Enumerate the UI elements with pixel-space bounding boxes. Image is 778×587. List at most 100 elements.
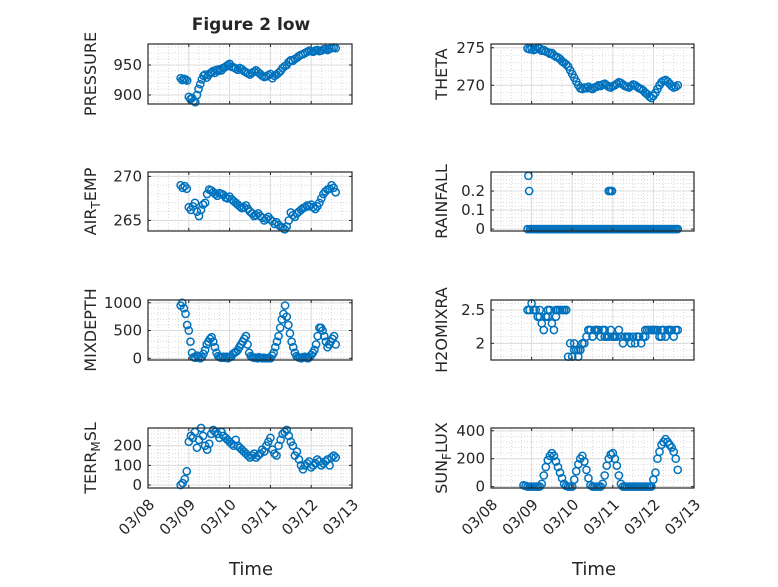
data-point <box>325 461 334 470</box>
y-axis-label: H2OMIXRA <box>432 287 451 373</box>
data-point <box>177 75 187 85</box>
data-point <box>329 183 338 193</box>
data-point <box>288 441 298 451</box>
data-point <box>543 455 553 465</box>
data-point <box>182 320 192 330</box>
y-tick-label: 275 <box>456 39 485 57</box>
data-point <box>272 451 281 460</box>
x-tick-label: 03/08 <box>115 496 158 539</box>
data-point <box>274 331 283 341</box>
data-point <box>651 468 660 477</box>
data-point <box>266 69 275 79</box>
y-tick-label: 0.2 <box>461 182 485 200</box>
data-point <box>285 328 295 338</box>
data-point <box>253 451 263 460</box>
data-point <box>186 337 195 347</box>
data-point <box>647 93 656 103</box>
data-point <box>192 90 202 100</box>
figure-title: Figure 2 low <box>192 15 311 35</box>
y-tick-label: 0.1 <box>461 201 485 219</box>
data-point <box>543 312 553 322</box>
x-tick-label: 03/09 <box>499 496 542 539</box>
data-point <box>549 451 559 461</box>
data-point <box>288 342 298 352</box>
data-point <box>318 326 327 335</box>
data-point <box>247 451 257 460</box>
data-point <box>241 331 251 341</box>
data-point <box>569 475 579 484</box>
data-point <box>282 312 292 322</box>
data-point <box>582 465 591 475</box>
series-markers <box>176 43 341 107</box>
data-point <box>207 332 216 342</box>
data-point <box>604 454 614 464</box>
data-point <box>626 81 636 91</box>
panel-pressure: 900 950 PRESSURE <box>81 32 353 116</box>
data-point <box>555 468 565 477</box>
data-point <box>198 200 208 209</box>
data-point <box>592 325 601 335</box>
data-point <box>210 342 220 352</box>
data-point <box>312 455 322 464</box>
x-tick-label: 03/09 <box>156 496 199 539</box>
axes-box <box>147 171 353 232</box>
y-tick-label: 270 <box>456 76 485 94</box>
data-point <box>181 309 190 319</box>
data-point <box>667 443 677 452</box>
x-tick-label: 03/13 <box>319 496 362 539</box>
data-point <box>272 337 282 347</box>
y-tick-label: 950 <box>113 56 142 74</box>
data-point <box>535 305 545 315</box>
data-point <box>331 43 341 53</box>
series-markers <box>523 171 683 234</box>
data-point <box>275 323 285 333</box>
data-point <box>331 187 341 197</box>
data-point <box>561 59 571 69</box>
data-point <box>182 466 192 476</box>
x-tick-label: 03/11 <box>237 496 280 539</box>
data-point <box>614 471 624 480</box>
series-markers <box>176 423 341 490</box>
data-point <box>539 471 549 480</box>
data-point <box>200 198 210 208</box>
y-tick-label: 900 <box>113 86 142 104</box>
axes-box <box>490 427 695 489</box>
data-point <box>331 453 341 462</box>
panel-theta: 270 275 THETA <box>432 39 695 105</box>
panel-h2omixra: 2 2.5 H2OMIXRA <box>432 287 695 373</box>
panel-rainfall: 00.10.2 RAINFALL <box>432 164 695 239</box>
data-point <box>311 340 321 349</box>
axes-box <box>490 171 695 232</box>
x-axis-label-left: Time <box>228 559 273 580</box>
data-point <box>177 298 187 308</box>
data-point <box>308 202 318 212</box>
x-tick-label: 03/11 <box>580 496 623 539</box>
y-tick-label: 0 <box>475 220 485 238</box>
data-point <box>584 325 593 335</box>
data-point <box>194 84 203 94</box>
series-markers <box>176 180 341 234</box>
data-point <box>667 81 677 91</box>
data-point <box>176 480 185 490</box>
data-point <box>200 345 210 355</box>
data-point <box>319 331 329 341</box>
x-tick-label: 03/10 <box>197 496 240 539</box>
data-point <box>580 457 589 466</box>
data-point <box>210 189 220 199</box>
data-point <box>199 349 208 359</box>
data-point <box>673 224 683 234</box>
data-point <box>607 186 617 196</box>
y-tick-label: 400 <box>456 422 485 440</box>
data-point <box>317 194 326 203</box>
data-point <box>204 439 214 449</box>
data-point <box>561 305 571 315</box>
data-point <box>673 465 683 475</box>
data-point <box>243 340 252 349</box>
y-axis-label: THETA <box>432 48 451 100</box>
data-point <box>624 332 634 342</box>
data-point <box>192 207 202 216</box>
data-point <box>331 340 341 349</box>
x-tick-label: 03/12 <box>620 496 663 539</box>
y-axis-label: AIRTEMP <box>81 167 103 235</box>
